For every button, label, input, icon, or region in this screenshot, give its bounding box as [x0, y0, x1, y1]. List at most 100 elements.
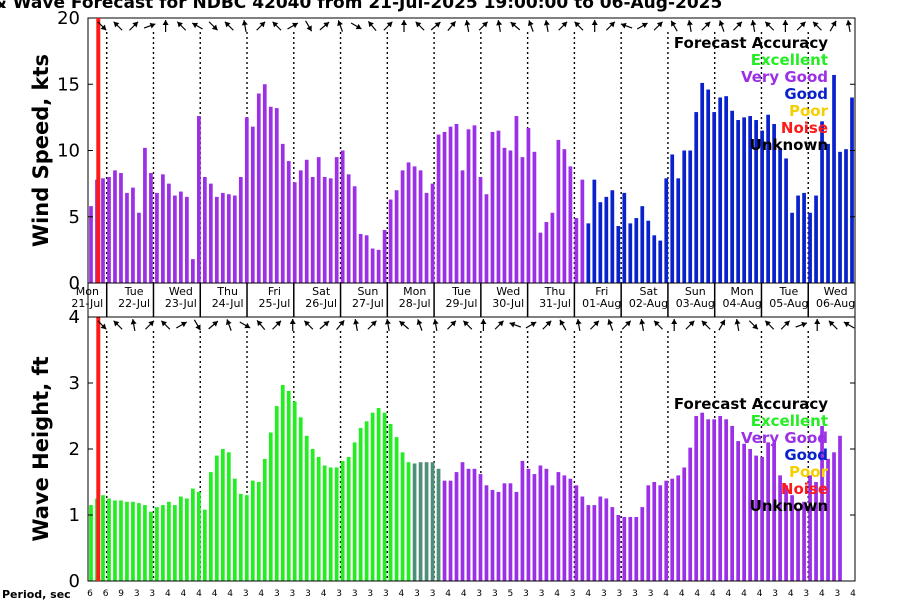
wave-bar: [292, 401, 297, 581]
period-value: 3: [149, 589, 155, 599]
wind-bar: [580, 179, 585, 283]
wind-bar: [490, 131, 495, 283]
date-label: 05-Aug: [769, 297, 808, 310]
wind-bar: [544, 222, 549, 283]
date-label: 03-Aug: [676, 297, 715, 310]
day-of-week-label: Tue: [778, 285, 798, 298]
wave-bar: [526, 468, 531, 581]
date-label: 01-Aug: [582, 297, 621, 310]
wind-direction-arrow-icon: [542, 320, 552, 330]
wind-direction-arrow-icon: [305, 20, 313, 32]
period-value: 3: [601, 589, 607, 599]
wind-direction-arrow-icon: [670, 20, 678, 32]
wave-bar: [101, 495, 105, 581]
wind-bar: [454, 124, 459, 283]
wind-bar: [220, 192, 225, 283]
wind-bar: [772, 124, 776, 283]
wind-direction-arrow-icon: [113, 320, 123, 330]
wave-bar: [418, 462, 423, 581]
wind-bar: [616, 226, 621, 283]
wind-direction-arrow-icon: [480, 319, 487, 331]
wind-direction-arrow-icon: [176, 321, 187, 329]
wind-bar: [113, 170, 117, 284]
wind-bar: [352, 186, 357, 283]
day-of-week-label: Sun: [685, 285, 706, 298]
wind-direction-arrow-icon: [494, 320, 504, 330]
wind-direction-arrow-icon: [829, 20, 837, 32]
wind-bar: [526, 127, 531, 283]
wind-bar: [754, 120, 758, 283]
wave-bar: [167, 501, 171, 581]
wind-direction-arrow-icon: [478, 21, 489, 31]
wind-bar: [592, 179, 597, 283]
wind-bar: [832, 74, 836, 283]
wind-direction-arrow-icon: [432, 318, 439, 332]
wave-bar: [149, 511, 153, 581]
wind-direction-arrow-icon: [191, 22, 203, 30]
wave-bar: [700, 412, 705, 581]
wave-bar: [394, 437, 399, 581]
wind-direction-arrow-icon: [130, 318, 137, 332]
wind-bar: [137, 212, 141, 283]
wind-direction-arrow-icon: [543, 19, 550, 33]
wind-direction-arrow-icon: [718, 319, 726, 331]
wave-bar: [107, 498, 111, 581]
wind-bar: [766, 114, 770, 283]
wind-direction-arrow-icon: [605, 21, 616, 31]
wave-bar: [268, 432, 273, 581]
period-value: 3: [305, 589, 311, 599]
wind-direction-arrow-icon: [416, 319, 423, 331]
wave-bar: [250, 480, 255, 581]
wind-direction-arrow-icon: [225, 319, 232, 331]
wind-bar: [814, 195, 818, 283]
wind-direction-arrow-icon: [289, 319, 296, 331]
period-value: 3: [570, 589, 576, 599]
wave-bar: [508, 483, 513, 581]
date-label: 25-Jul: [258, 297, 290, 310]
wave-bar: [358, 427, 363, 581]
wind-direction-arrow-icon: [653, 21, 663, 31]
legend-title: Forecast Accuracy: [674, 34, 828, 52]
day-of-week-label: Sat: [640, 285, 659, 298]
wind-bar: [640, 206, 645, 283]
wind-bar: [502, 147, 507, 283]
wind-bar: [538, 232, 543, 283]
wave-bar: [730, 425, 735, 581]
wave-bar: [454, 472, 459, 581]
wind-direction-arrow-icon: [795, 321, 808, 328]
wind-direction-arrow-icon: [701, 21, 711, 31]
wind-bar: [682, 150, 687, 283]
period-value: 4: [196, 589, 202, 599]
wind-direction-arrow-icon: [733, 21, 743, 31]
wind-direction-arrow-icon: [496, 19, 503, 33]
period-value: 3: [290, 589, 296, 599]
wave-bar: [412, 463, 417, 581]
period-value: 3: [352, 589, 358, 599]
wind-direction-arrow-icon: [256, 21, 266, 31]
wave-bar: [310, 449, 315, 581]
wind-bar: [292, 182, 297, 283]
period-value: 5: [508, 589, 514, 599]
wind-bar: [316, 157, 321, 284]
wave-bar: [568, 478, 573, 581]
wind-direction-arrow-icon: [319, 21, 330, 31]
wind-direction-arrow-icon: [145, 320, 155, 330]
wind-ytick-label: 5: [69, 207, 80, 228]
wind-direction-arrow-icon: [812, 21, 822, 31]
wind-bar: [191, 259, 195, 283]
wind-bar: [370, 248, 375, 283]
wind-direction-arrow-icon: [193, 319, 201, 331]
wind-direction-arrow-icon: [224, 21, 234, 31]
wind-bar: [790, 212, 794, 283]
wave-bar: [658, 485, 663, 581]
day-of-week-label: Thu: [544, 285, 566, 298]
wind-bar: [610, 190, 615, 283]
day-of-week-label: Mon: [403, 285, 426, 298]
wave-bar: [113, 500, 117, 581]
day-of-week-label: Sun: [357, 285, 378, 298]
wind-bar: [670, 154, 675, 283]
wind-bar: [760, 130, 764, 284]
wind-bar: [376, 249, 381, 284]
wind-direction-arrow-icon: [241, 19, 248, 33]
wave-height-panel: 0 1 2 3 4 Wave Height, ft Forecast AccuracyExc…: [29, 307, 856, 592]
